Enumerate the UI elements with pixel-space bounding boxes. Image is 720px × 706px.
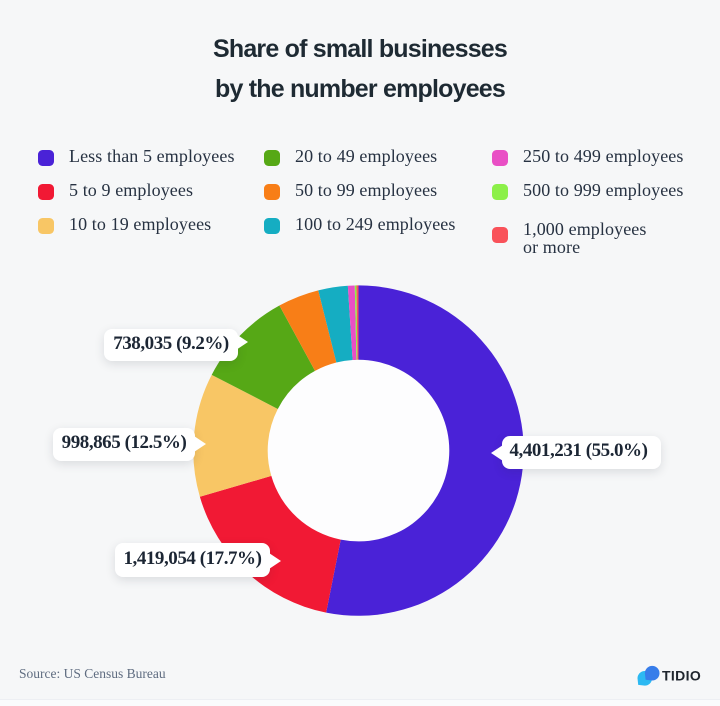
svg-text:TIDIO: TIDIO <box>662 668 701 684</box>
